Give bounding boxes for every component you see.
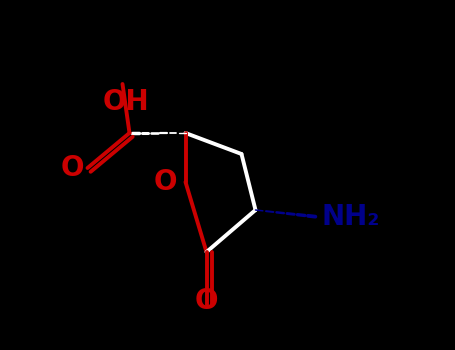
- Text: NH₂: NH₂: [322, 203, 380, 231]
- Text: O: O: [61, 154, 84, 182]
- Text: O: O: [195, 287, 218, 315]
- Text: O: O: [153, 168, 177, 196]
- Text: OH: OH: [103, 88, 149, 116]
